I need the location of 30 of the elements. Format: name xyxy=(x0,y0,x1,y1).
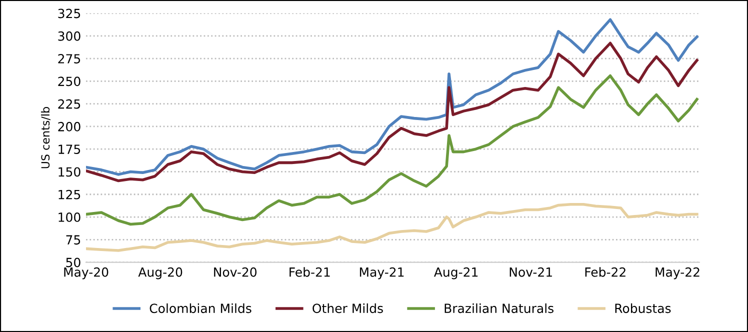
y-tick-label: 225 xyxy=(58,99,80,109)
y-tick-label: 175 xyxy=(58,144,80,154)
legend-label: Colombian Milds xyxy=(150,303,252,314)
x-tick-label: May-20 xyxy=(64,267,108,280)
x-tick-label: May-21 xyxy=(360,267,404,280)
y-tick-label: 100 xyxy=(58,212,80,222)
y-axis-title: US cents/lb xyxy=(40,107,50,168)
y-tick-label: 75 xyxy=(66,235,80,245)
line-series xyxy=(86,42,698,182)
line-series xyxy=(86,74,698,226)
x-tick-label: May-22 xyxy=(656,267,700,280)
legend-label: Robustas xyxy=(615,303,671,314)
y-tick-label: 300 xyxy=(58,31,80,41)
legend-label: Other Milds xyxy=(312,303,383,314)
y-tick-label: 275 xyxy=(58,54,80,64)
x-tick-label: Feb-21 xyxy=(290,267,330,277)
y-tick-label: 325 xyxy=(58,8,80,18)
line-series xyxy=(86,202,698,252)
x-tick-label: Aug-20 xyxy=(138,267,182,280)
x-tick-label: Nov-20 xyxy=(214,267,257,277)
y-tick-label: 50 xyxy=(66,258,80,268)
y-tick-label: 150 xyxy=(58,167,80,177)
line-series xyxy=(86,18,698,176)
x-tick-label: Nov-21 xyxy=(510,267,552,277)
x-tick-label: Aug-21 xyxy=(434,267,478,280)
x-tick-label: Feb-22 xyxy=(585,267,626,277)
y-tick-label: 200 xyxy=(58,122,80,132)
y-tick-label: 125 xyxy=(58,190,80,200)
y-tick-label: 250 xyxy=(58,76,80,86)
legend-label: Brazilian Naturals xyxy=(444,303,554,314)
